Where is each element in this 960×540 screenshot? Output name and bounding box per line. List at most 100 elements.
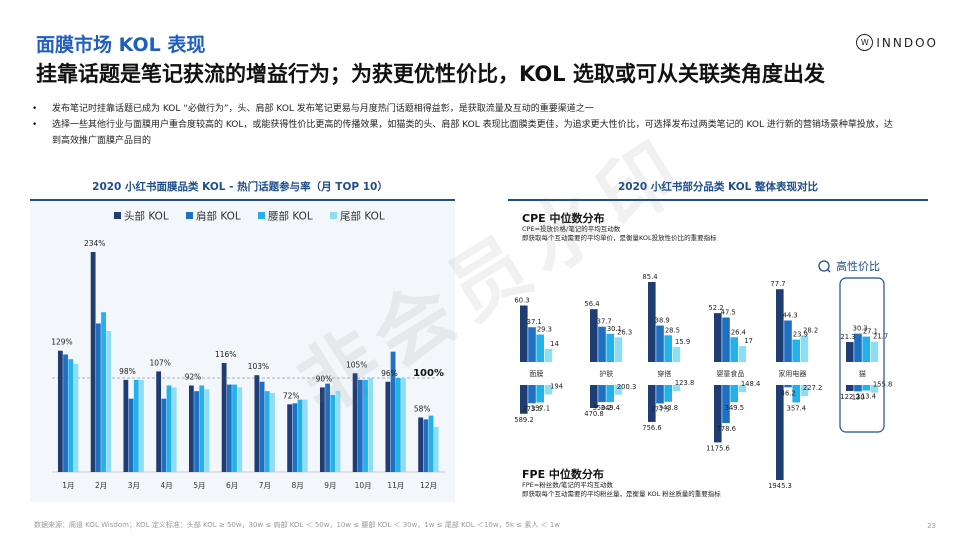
fpe-value-4-2: 778.6 — [716, 425, 735, 433]
right-title-divider — [508, 199, 928, 201]
highlight-box — [839, 277, 885, 433]
bar-value-label-4: 107% — [149, 358, 170, 367]
fpe-value-6-4: 155.8 — [873, 381, 892, 389]
fpe-bar-2-1 — [590, 385, 598, 408]
legend-swatch-3 — [258, 212, 265, 219]
left-title-divider — [30, 199, 455, 201]
category-label-2: 护肤 — [599, 369, 613, 378]
bar-1-4 — [73, 363, 79, 472]
cpe-bar-3-4 — [672, 347, 681, 362]
fpe-value-3-2: 377.5 — [650, 405, 669, 413]
left-chart-title: 2020 小红书面膜品类 KOL - 热门话题参与率（月 TOP 10） — [92, 181, 388, 193]
cpe-bar-4-4 — [738, 346, 747, 362]
cpe-bar-3-1 — [648, 282, 656, 362]
cpe-value-1-1: 60.3 — [514, 297, 529, 305]
cpe-bar-5-3 — [792, 339, 800, 362]
x-tick-label-9: 9月 — [324, 481, 336, 490]
bar-value-label-12: 58% — [414, 404, 431, 413]
cpe-value-5-1: 77.7 — [770, 280, 785, 288]
highlight-label: 高性价比 — [836, 259, 880, 273]
cpe-bar-6-4 — [870, 341, 879, 362]
bar-10-2 — [357, 379, 363, 472]
fpe-value-3-3: 343.8 — [659, 404, 678, 412]
cpe-value-4-1: 52.2 — [708, 304, 723, 312]
fpe-value-6-2: 130 — [852, 393, 865, 401]
fpe-value-2-3: 349.4 — [601, 404, 620, 412]
bar-6-1 — [221, 362, 227, 472]
logo-text: INNDOO — [876, 35, 938, 50]
category-label-5: 家用电器 — [778, 369, 806, 378]
fpe-value-1-4: 194 — [550, 382, 563, 390]
fpe-value-5-4: 227.2 — [803, 384, 822, 392]
cpe-value-4-3: 26.4 — [731, 328, 746, 336]
bar-3-3 — [133, 379, 139, 472]
cpe-bar-6-3 — [862, 336, 870, 362]
bar-9-4 — [335, 391, 341, 472]
fpe-heading: FPE 中位数分布 — [522, 468, 604, 481]
fpe-value-3-1: 756.6 — [642, 424, 661, 432]
fpe-bar-5-1 — [776, 385, 784, 480]
bar-11-3 — [395, 378, 401, 472]
legend-label-1: 头部 KOL — [124, 210, 169, 223]
x-tick-label-5: 5月 — [193, 481, 205, 490]
cpe-value-1-3: 29.3 — [537, 326, 552, 334]
cpe-value-4-2: 47.5 — [721, 309, 736, 317]
fpe-value-3-4: 123.8 — [675, 379, 694, 387]
fpe-bar-2-3 — [606, 385, 614, 403]
bar-value-label-8: 72% — [283, 391, 300, 400]
cpe-value-1-4: 14 — [550, 340, 559, 348]
fpe-value-5-2: 46.2 — [781, 389, 796, 397]
bullet-list: 发布笔记时挂靠话题已成为 KOL “必做行为”，头、肩部 KOL 发布笔记更易与… — [30, 101, 900, 149]
bar-11-4 — [401, 378, 406, 472]
bar-2-3 — [101, 312, 106, 472]
bar-2-4 — [106, 331, 112, 472]
cpe-bar-3-3 — [664, 335, 672, 362]
x-tick-label-4: 4月 — [160, 481, 172, 490]
fpe-value-4-4: 148.4 — [741, 380, 760, 388]
bar-3-4 — [139, 379, 144, 472]
fpe-bar-6-4 — [870, 385, 879, 393]
reference-line-label: 100% — [413, 368, 444, 379]
x-tick-label-6: 6月 — [226, 481, 238, 490]
bar-12-1 — [418, 417, 424, 472]
bar-2-2 — [95, 323, 101, 472]
fpe-bar-2-2 — [598, 385, 606, 403]
bar-8-3 — [297, 399, 303, 472]
cpe-bar-1-3 — [536, 334, 544, 362]
category-label-4: 婴童食品 — [716, 369, 744, 378]
fpe-description: 即获取每个互动需要的平均粉丝量，是衡量 KOL 粉丝质量的重要指标 — [522, 490, 721, 498]
bar-value-label-3: 98% — [119, 367, 136, 376]
bar-4-4 — [171, 387, 177, 472]
bar-3-2 — [128, 398, 134, 472]
cpe-bar-4-1 — [714, 313, 722, 362]
bar-1-2 — [63, 354, 68, 472]
source-footnote: 数据来源：阁道 KOL Wisdom；KOL 定义标准：头部 KOL ≥ 50w… — [34, 521, 560, 529]
bar-7-2 — [259, 381, 265, 472]
bar-10-3 — [363, 379, 368, 472]
bar-5-2 — [194, 391, 199, 472]
fpe-value-5-1: 1945.3 — [768, 482, 792, 490]
cpe-bar-1-2 — [528, 327, 536, 362]
cpe-value-2-2: 37.7 — [597, 318, 612, 326]
legend-swatch-2 — [186, 212, 193, 219]
cpe-bar-6-1 — [846, 342, 854, 362]
fpe-value-4-3: 349.5 — [725, 404, 744, 412]
bar-12-4 — [433, 426, 439, 472]
bar-9-3 — [330, 394, 336, 472]
fpe-definition: FPE=粉丝数/笔记的平均互动数 — [522, 481, 613, 489]
right-chart-title: 2020 小红书部分品类 KOL 整体表现对比 — [618, 181, 818, 193]
cpe-bar-5-4 — [800, 335, 809, 362]
topic-participation-chart: 头部 KOL 肩部 KOL 腰部 KOL 尾部 KOL 100% 129% 1月 234% 2月… — [30, 202, 455, 502]
bar-6-4 — [237, 387, 243, 472]
legend-swatch-4 — [330, 212, 337, 219]
cpe-value-3-4: 15.9 — [675, 338, 690, 346]
bar-8-2 — [292, 403, 298, 472]
x-tick-label-11: 11月 — [387, 481, 404, 490]
bar-9-1 — [319, 387, 325, 472]
fpe-bar-3-1 — [648, 385, 656, 422]
bar-11-2 — [390, 351, 396, 472]
fpe-bar-6-1 — [846, 385, 854, 391]
category-label-3: 穿搭 — [657, 369, 671, 378]
bar-12-3 — [428, 415, 434, 472]
